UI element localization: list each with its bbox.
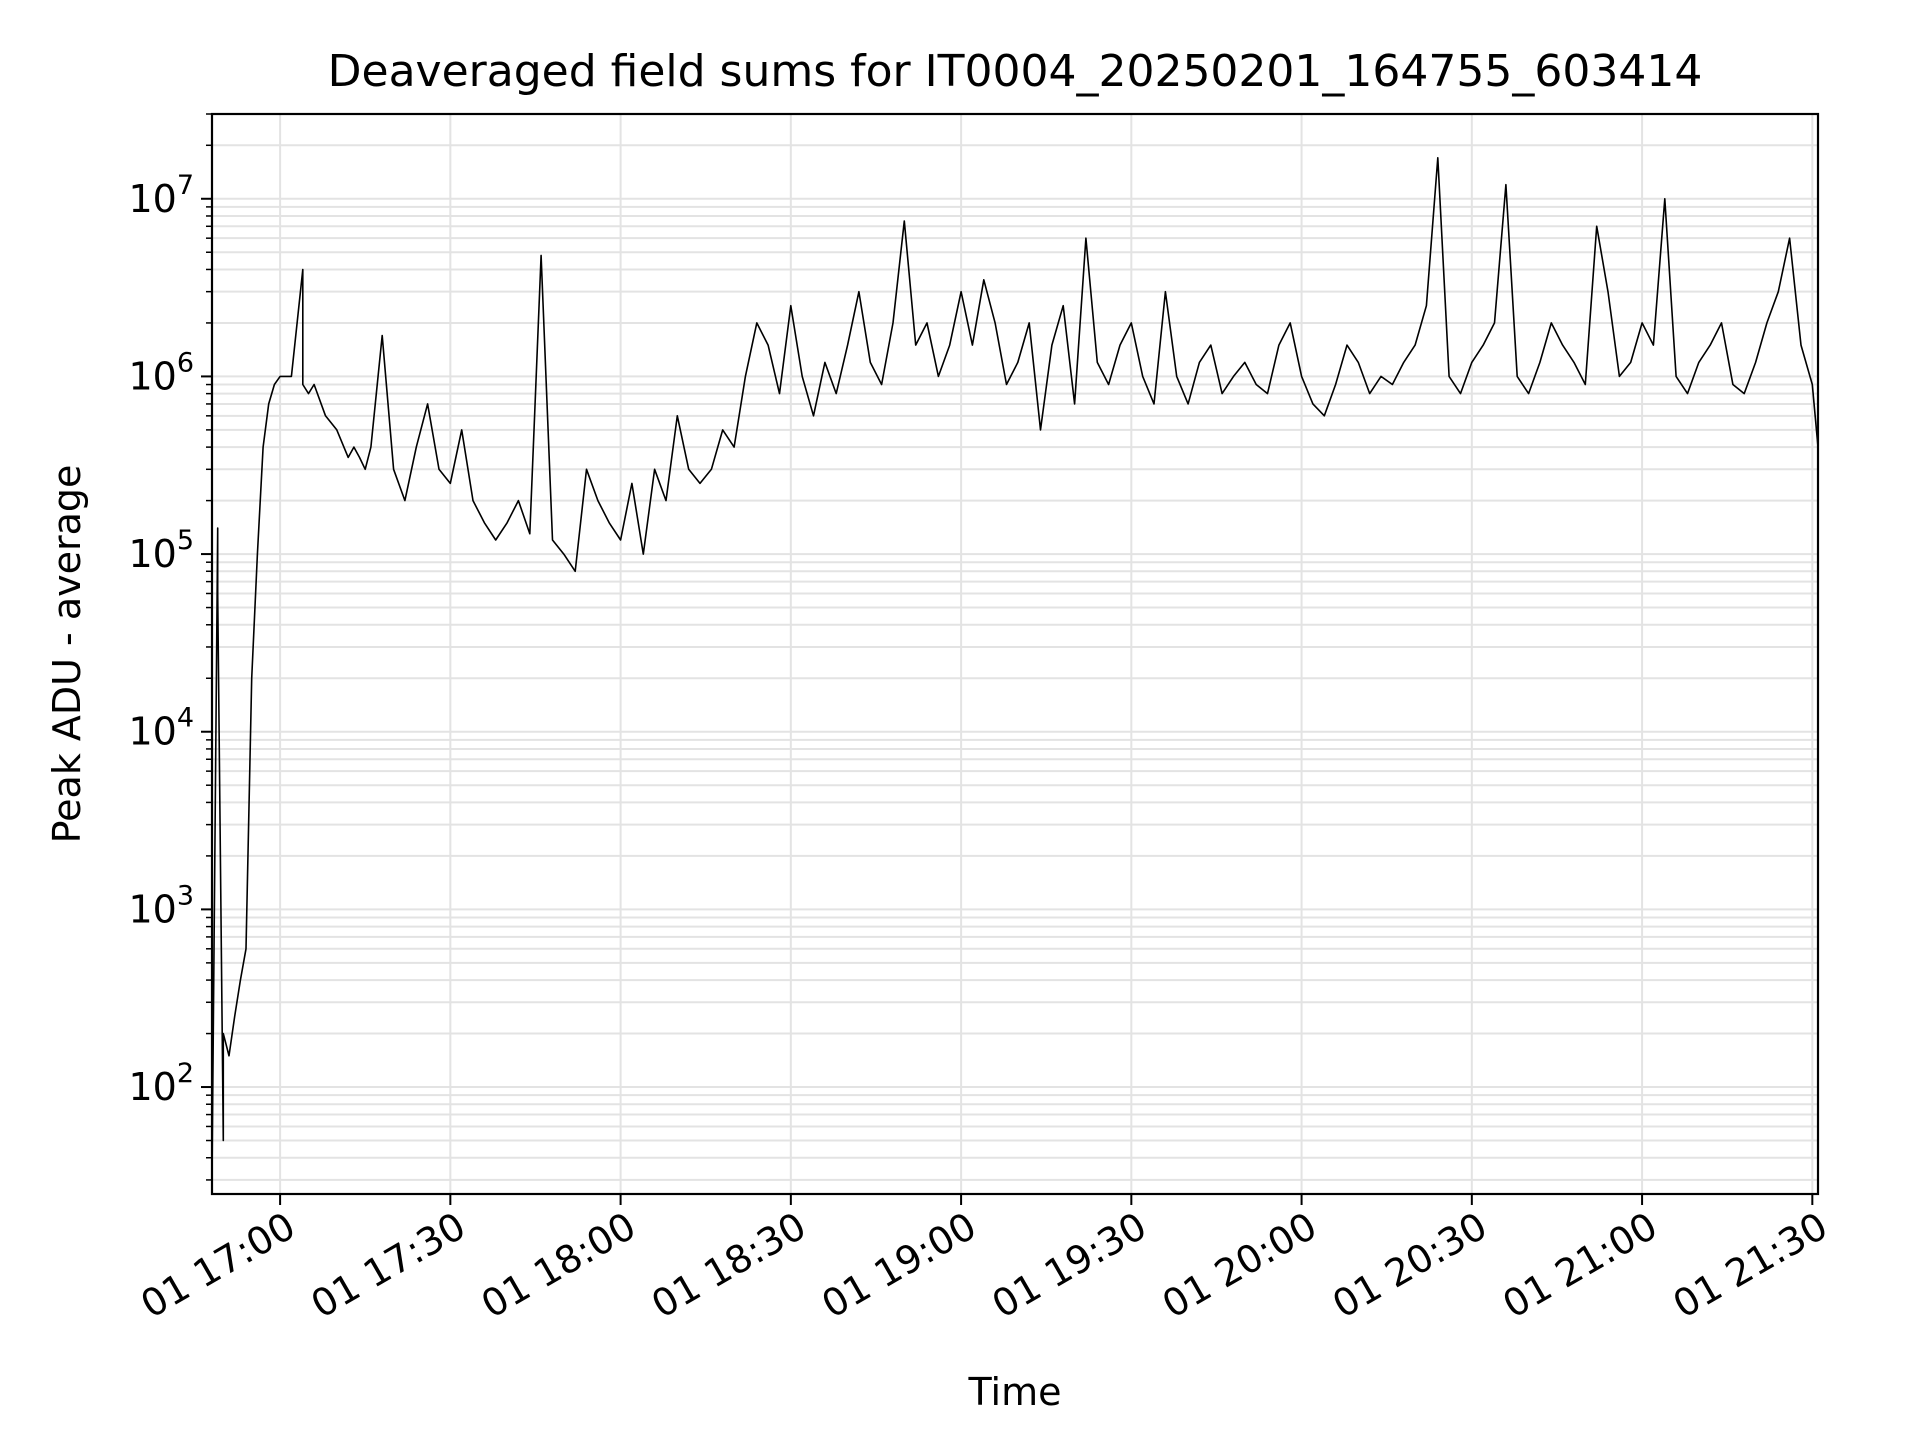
y-tick-label: 103 [128, 880, 194, 931]
chart-title: Deaveraged field sums for IT0004_2025020… [328, 46, 1703, 97]
y-axis-label: Peak ADU - average [45, 465, 89, 844]
y-tick-label: 102 [128, 1058, 194, 1109]
y-tick-label: 104 [128, 703, 194, 754]
y-tick-label: 105 [128, 525, 194, 576]
series-line [211, 157, 1819, 1180]
series-layer [211, 157, 1819, 1180]
plot-frame [210, 112, 1820, 1196]
grid-layer [212, 113, 1818, 1194]
y-tick-label: 107 [128, 170, 194, 221]
y-tick-label: 106 [128, 347, 194, 398]
x-axis-label: Time [968, 1370, 1062, 1414]
